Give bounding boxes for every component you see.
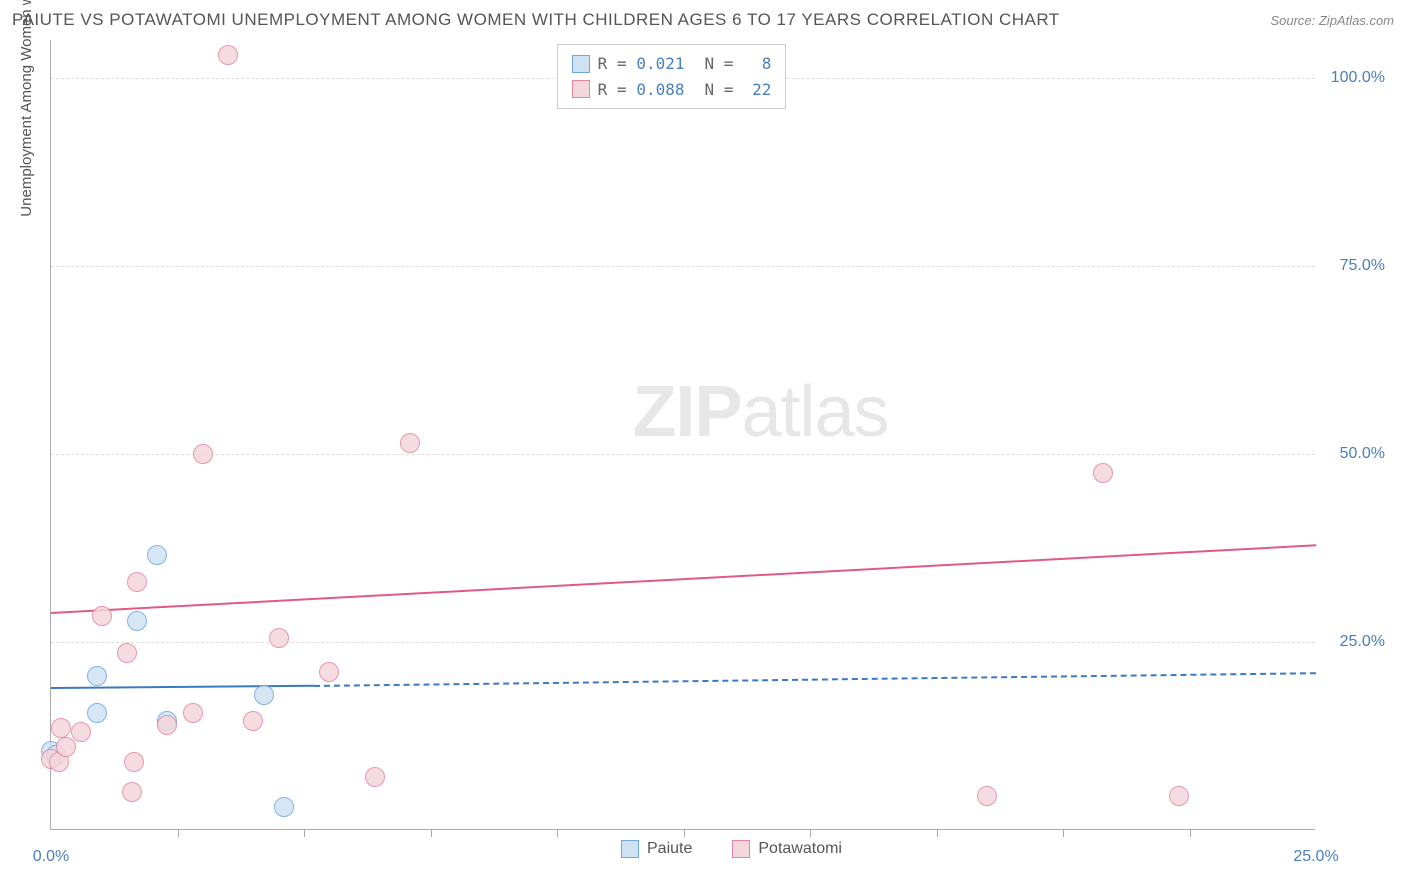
data-point-potawatomi bbox=[157, 715, 177, 735]
data-point-paiute bbox=[147, 545, 167, 565]
data-point-potawatomi bbox=[400, 433, 420, 453]
trendline-dash-paiute bbox=[314, 672, 1316, 687]
data-point-potawatomi bbox=[127, 572, 147, 592]
data-point-potawatomi bbox=[243, 711, 263, 731]
data-point-paiute bbox=[254, 685, 274, 705]
n-value: 8 bbox=[741, 51, 771, 77]
data-point-potawatomi bbox=[193, 444, 213, 464]
data-point-potawatomi bbox=[122, 782, 142, 802]
legend-swatch bbox=[732, 840, 750, 858]
y-tick-label: 75.0% bbox=[1340, 257, 1385, 275]
legend-item-label: Potawatomi bbox=[758, 840, 842, 858]
r-label: R = bbox=[598, 51, 627, 77]
legend-swatch bbox=[572, 55, 590, 73]
source-label: Source: ZipAtlas.com bbox=[1270, 13, 1394, 28]
data-point-paiute bbox=[127, 611, 147, 631]
x-tick bbox=[810, 829, 811, 837]
r-value: 0.021 bbox=[635, 51, 685, 77]
x-tick-label: 25.0% bbox=[1293, 848, 1338, 866]
gridline-h bbox=[51, 642, 1315, 643]
n-label: N = bbox=[705, 77, 734, 103]
n-label: N = bbox=[705, 51, 734, 77]
legend-series: Paiute Potawatomi bbox=[621, 840, 842, 858]
trendline-paiute bbox=[51, 685, 314, 689]
gridline-h bbox=[51, 266, 1315, 267]
data-point-potawatomi bbox=[124, 752, 144, 772]
x-tick bbox=[1190, 829, 1191, 837]
y-tick-label: 100.0% bbox=[1331, 69, 1385, 87]
data-point-potawatomi bbox=[56, 737, 76, 757]
x-tick bbox=[557, 829, 558, 837]
data-point-potawatomi bbox=[92, 606, 112, 626]
legend-stats-row: R = 0.088 N = 22 bbox=[572, 77, 772, 103]
data-point-potawatomi bbox=[51, 718, 71, 738]
data-point-potawatomi bbox=[117, 643, 137, 663]
data-point-potawatomi bbox=[977, 786, 997, 806]
legend-item: Paiute bbox=[621, 840, 692, 858]
y-tick-label: 25.0% bbox=[1340, 633, 1385, 651]
data-point-potawatomi bbox=[1169, 786, 1189, 806]
watermark-atlas: atlas bbox=[741, 372, 888, 452]
data-point-potawatomi bbox=[269, 628, 289, 648]
legend-stats-row: R = 0.021 N = 8 bbox=[572, 51, 772, 77]
x-tick bbox=[937, 829, 938, 837]
y-axis-label: Unemployment Among Women with Children A… bbox=[18, 0, 35, 217]
data-point-potawatomi bbox=[365, 767, 385, 787]
gridline-h bbox=[51, 454, 1315, 455]
data-point-paiute bbox=[87, 666, 107, 686]
legend-stats: R = 0.021 N = 8 R = 0.088 N = 22 bbox=[557, 44, 787, 109]
n-value: 22 bbox=[741, 77, 771, 103]
x-tick bbox=[431, 829, 432, 837]
legend-swatch bbox=[621, 840, 639, 858]
x-tick-label: 0.0% bbox=[33, 848, 69, 866]
r-value: 0.088 bbox=[635, 77, 685, 103]
watermark-zip: ZIP bbox=[632, 372, 741, 452]
watermark: ZIPatlas bbox=[632, 371, 888, 453]
legend-item: Potawatomi bbox=[732, 840, 842, 858]
legend-item-label: Paiute bbox=[647, 840, 692, 858]
chart-plot-area: ZIPatlas 25.0%50.0%75.0%100.0%0.0%25.0%R… bbox=[50, 40, 1315, 830]
x-tick bbox=[1063, 829, 1064, 837]
chart-header: PAIUTE VS POTAWATOMI UNEMPLOYMENT AMONG … bbox=[12, 10, 1394, 30]
data-point-potawatomi bbox=[319, 662, 339, 682]
data-point-potawatomi bbox=[183, 703, 203, 723]
r-label: R = bbox=[598, 77, 627, 103]
data-point-paiute bbox=[87, 703, 107, 723]
data-point-potawatomi bbox=[218, 45, 238, 65]
legend-swatch bbox=[572, 80, 590, 98]
y-tick-label: 50.0% bbox=[1340, 445, 1385, 463]
x-tick bbox=[304, 829, 305, 837]
data-point-potawatomi bbox=[1093, 463, 1113, 483]
x-tick bbox=[178, 829, 179, 837]
data-point-paiute bbox=[274, 797, 294, 817]
x-tick bbox=[684, 829, 685, 837]
trendline-potawatomi bbox=[51, 544, 1316, 614]
data-point-potawatomi bbox=[71, 722, 91, 742]
chart-title: PAIUTE VS POTAWATOMI UNEMPLOYMENT AMONG … bbox=[12, 10, 1060, 30]
